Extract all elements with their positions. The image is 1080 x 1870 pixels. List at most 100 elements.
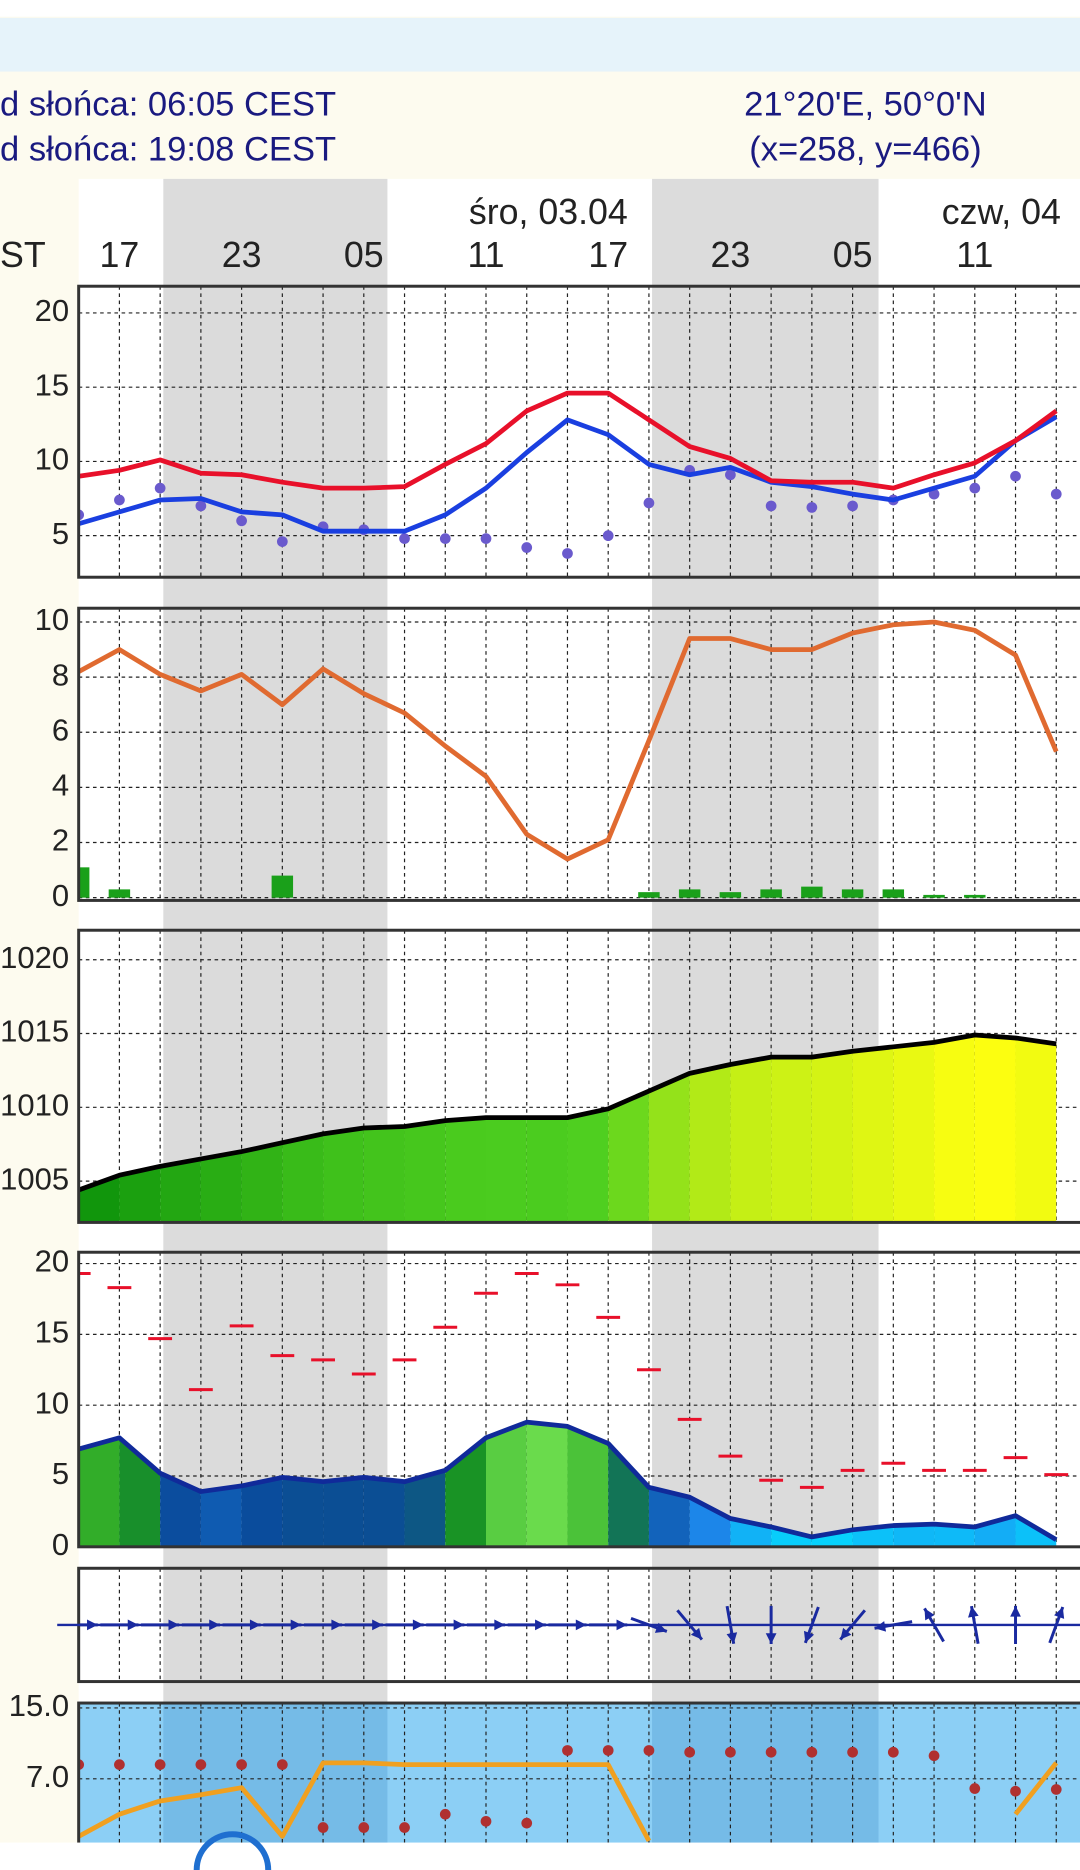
dot [114, 1759, 125, 1770]
area-segment [567, 1108, 609, 1223]
y-tick-label: 15.0 [9, 1688, 69, 1723]
area-segment [323, 1477, 364, 1547]
bar [719, 892, 742, 898]
area-segment [404, 1470, 446, 1547]
area-segment [119, 1166, 161, 1223]
y-tick-label: 10 [35, 1385, 69, 1420]
dot [317, 1822, 329, 1833]
dot [1010, 470, 1021, 482]
panel-frame [77, 928, 1080, 1224]
area-segment [771, 1526, 812, 1547]
dot [114, 494, 125, 506]
bar [108, 889, 131, 898]
arrow-head [924, 1608, 935, 1621]
arrow-head [840, 1627, 852, 1640]
area-segment [974, 1515, 1016, 1547]
dot [969, 1783, 981, 1794]
panel-content [78, 608, 1080, 901]
arrow-head [1010, 1605, 1021, 1617]
arrow-head [1054, 1606, 1065, 1619]
dot [765, 500, 777, 512]
panel-frame [77, 1250, 1080, 1549]
dot [684, 1746, 696, 1758]
y-tick-label: 6 [52, 712, 69, 747]
x-tick-label: 11 [956, 235, 993, 275]
line [78, 619, 1059, 862]
x-tick-label: 11 [467, 235, 504, 275]
area-segment [282, 1133, 324, 1223]
y-tick-label: 5 [52, 516, 69, 551]
y-tick-label: 1010 [0, 1087, 69, 1122]
x-tick-label: 17 [100, 235, 140, 275]
y-tick-label: 4 [52, 768, 69, 803]
area-segment [608, 1443, 649, 1547]
dot [969, 482, 981, 494]
y-tick-label: 15 [35, 1315, 69, 1350]
area-segment [486, 1422, 527, 1547]
day-label: czw, 04 [942, 192, 1061, 232]
y-tick-label: 5 [52, 1456, 69, 1491]
dot [643, 1745, 655, 1756]
area-segment [893, 1524, 935, 1547]
dot [521, 1817, 533, 1829]
area-segment [934, 1035, 975, 1223]
area-segment [486, 1117, 527, 1223]
line [78, 1419, 1058, 1542]
y-tick-label: 0 [52, 1527, 69, 1562]
area-segment [567, 1426, 609, 1547]
bar [638, 892, 660, 898]
day-label: śro, 03.04 [469, 192, 628, 232]
bar [760, 889, 782, 898]
y-tick-label: 2 [52, 823, 69, 858]
dot [154, 1759, 166, 1770]
dot [765, 1746, 777, 1758]
panel [78, 1703, 1080, 1847]
dot [928, 1750, 940, 1762]
dot [725, 469, 736, 481]
arrow-head [874, 1621, 887, 1632]
night [652, 286, 879, 578]
dot [643, 497, 655, 509]
y-tick-label: 10 [35, 442, 69, 477]
bar [271, 875, 294, 898]
arrow-head [968, 1606, 979, 1618]
dot [602, 530, 614, 542]
bar [923, 894, 945, 898]
bar [678, 889, 701, 898]
x-tick-label: 17 [588, 235, 628, 275]
line [78, 1032, 1057, 1193]
area-segment [974, 1035, 1016, 1223]
dot [236, 1759, 247, 1770]
bar [841, 889, 864, 898]
area-segment [689, 1497, 731, 1547]
arrow-head [765, 1633, 777, 1645]
dot [195, 500, 207, 512]
dot [480, 1815, 492, 1827]
area-segment [771, 1057, 812, 1223]
area-segment [241, 1477, 283, 1547]
area-segment [689, 1064, 731, 1223]
x-tick-label: 23 [222, 235, 262, 275]
bar [964, 894, 986, 898]
y-tick-label: 20 [35, 1244, 69, 1279]
area-segment [730, 1057, 772, 1223]
area-segment [241, 1142, 283, 1223]
panel-content [78, 930, 1080, 1223]
dot [439, 533, 451, 544]
y-tick-label: 10 [35, 602, 69, 637]
panel-content [78, 1252, 1080, 1547]
line [78, 390, 1058, 491]
y-tick-label: 1020 [0, 940, 69, 975]
line [78, 414, 1058, 534]
area-segment [282, 1477, 324, 1547]
dot [236, 515, 247, 527]
area-segment [893, 1042, 935, 1223]
y-tick-label: 1015 [0, 1014, 69, 1049]
dot [399, 533, 410, 544]
y-tick-label: 1005 [0, 1161, 69, 1196]
area-segment [526, 1422, 568, 1547]
dot [399, 1822, 410, 1833]
dot [1010, 1785, 1021, 1797]
